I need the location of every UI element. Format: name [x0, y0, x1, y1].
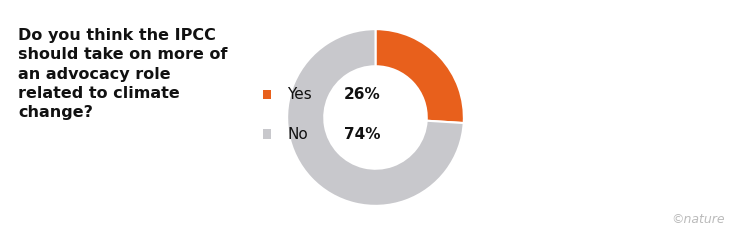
Bar	[263, 90, 271, 99]
Wedge shape	[376, 29, 464, 123]
Text: Yes: Yes	[287, 87, 312, 102]
Text: No: No	[287, 126, 308, 141]
Text: 26%: 26%	[344, 87, 381, 102]
Text: 74%: 74%	[344, 126, 381, 141]
Bar	[263, 129, 271, 139]
Wedge shape	[287, 29, 463, 206]
Text: Do you think the IPCC
should take on more of
an advocacy role
related to climate: Do you think the IPCC should take on mor…	[18, 28, 228, 120]
Text: ©nature: ©nature	[671, 213, 725, 226]
